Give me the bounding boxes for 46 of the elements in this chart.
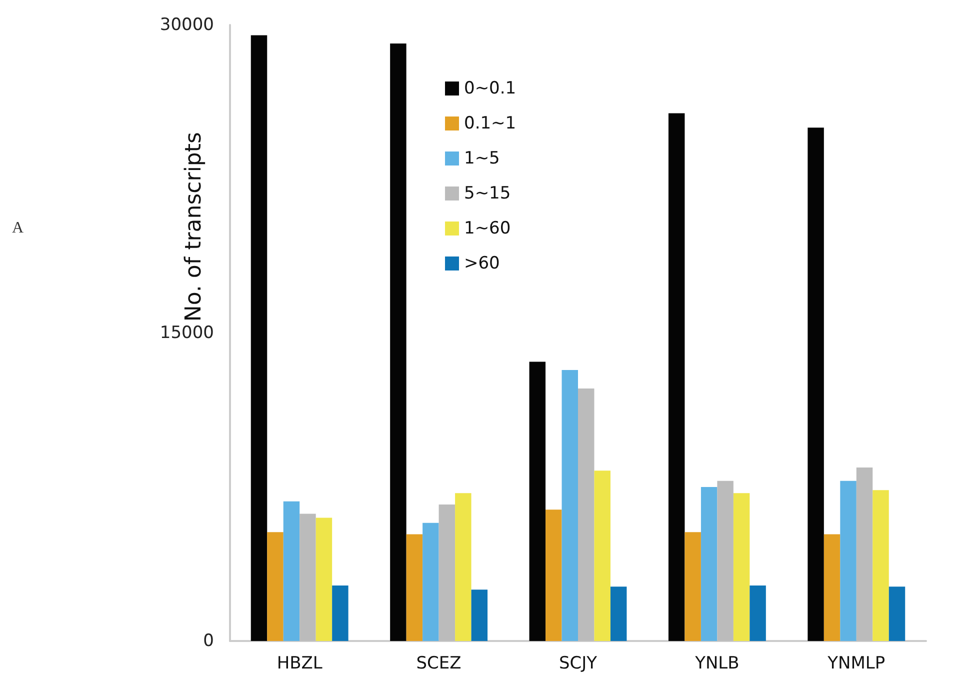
bar [546,510,562,641]
legend-label: 1~5 [464,148,500,168]
bar [267,532,284,641]
bar [471,590,488,641]
legend-label: >60 [464,254,500,274]
x-tick-label: YNLB [694,654,740,674]
x-tick-label: SCEZ [416,654,462,674]
bar [529,362,546,641]
legend-label: 1~60 [464,218,511,238]
bar [455,493,472,641]
bar [700,487,718,641]
legend-label: 0~0.1 [464,78,516,98]
bar [438,504,456,641]
bar [390,43,406,641]
bar [300,514,316,641]
text: A [12,220,24,236]
legend-label: 5~15 [464,184,511,204]
bar [824,534,840,641]
x-tick-label: YNMLP [826,654,886,674]
bar [750,586,766,641]
y-tick-label: 0 [203,631,214,651]
bar [332,586,348,641]
bar [250,35,268,641]
x-tick-label: HBZL [276,654,323,674]
bar [684,532,701,641]
y-tick-label: 15000 [160,323,214,343]
y-axis-title: No. of transcripts [182,132,206,322]
bar [888,586,906,641]
bar [808,128,824,641]
bar [733,493,750,641]
legend-label: 0.1~1 [464,114,516,134]
bar [668,113,685,641]
bar [562,370,578,641]
bar [316,518,332,641]
bar [610,586,627,641]
bar [856,467,873,641]
bar [872,490,889,641]
bar [717,480,734,641]
y-tick-label: 30000 [160,15,214,35]
bar [422,522,439,641]
bar [578,388,594,641]
bar [840,480,856,641]
bar [283,501,300,641]
bar [594,470,610,641]
bar [406,534,423,641]
x-tick-label: SCJY [558,654,598,674]
